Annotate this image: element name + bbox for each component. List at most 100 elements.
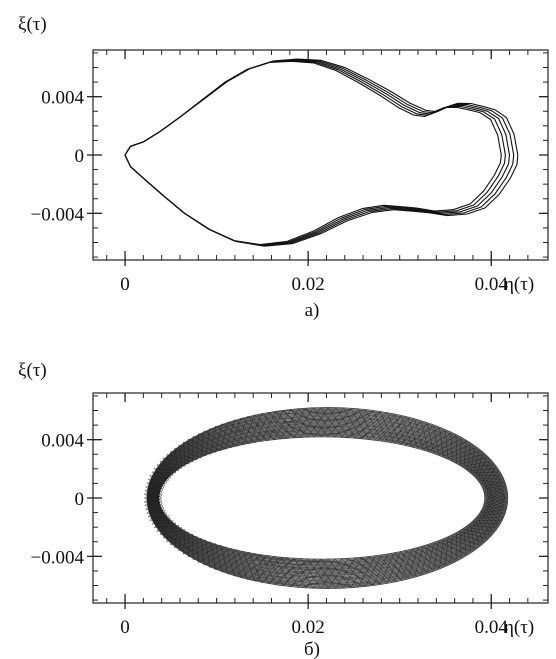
trajectory-segment [327,408,352,437]
trajectory-segment [187,543,216,558]
trajectory-segment [156,527,182,532]
trajectory-segment [254,411,270,443]
trajectory-segment [447,537,475,549]
trajectory-segment [487,495,505,506]
trajectory-segment [456,533,483,542]
trajectory-segment [298,408,322,437]
trajectory-segment [187,438,190,465]
trajectory-segment [174,447,179,471]
trajectory-segment [201,537,205,566]
trajectory-segment [170,451,177,474]
trajectory-segment [407,417,418,448]
trajectory-segment [475,520,483,542]
trajectories-a [124,58,519,247]
trajectory-segment [149,505,164,521]
panel-a: 0.004 0 −0.004 0 0.02 0.04 ξ(τ) η(τ) а) [18,14,549,321]
trajectory-segment [154,524,179,528]
trajectory-segment [478,516,502,519]
trajectory-segment [166,520,174,542]
trajectory-segment [473,522,498,525]
trajectory-ellipse [148,412,504,584]
trajectory-segment [320,407,344,437]
trajectory-line [124,59,515,247]
x-tick-label: 0.04 [475,617,509,638]
trajectory-segment [144,490,162,501]
trajectory-segment [486,492,505,503]
trajectory-segment [254,556,282,582]
trajectory-segment [368,414,395,440]
trajectories-b [144,407,509,589]
trajectory-segment [372,410,389,442]
trajectory-segment [327,559,352,588]
trajectory-segment [268,557,295,585]
trajectory-segment [220,545,229,575]
trajectory-segment [439,428,444,457]
trajectory-segment [144,487,164,495]
trajectory-segment [380,411,395,443]
trajectory-segment [473,451,480,474]
trajectory-segment [148,477,171,480]
x-axis-title-a: η(τ) [504,274,534,295]
y-axis-title-b: ξ(τ) [18,360,47,381]
trajectory-segment [433,541,439,571]
trajectory-segment [280,556,299,588]
trajectory-ellipse [150,417,500,579]
trajectory-segment [183,441,211,455]
trajectory-segment [148,516,171,519]
trajectory-segment [162,457,171,479]
trajectory-segment [314,558,337,589]
trajectory-segment [485,501,505,509]
trajectory-segment [221,423,250,444]
trajectory-segment [254,414,282,440]
trajectory-segment [146,500,162,514]
trajectory-segment [354,411,381,439]
trajectory-segment [154,468,166,486]
trajectory-segment [280,408,299,440]
x-tick-label: 0 [120,617,130,638]
trajectory-segment [156,513,168,532]
trajectory-segment [231,417,242,448]
trajectory-segment [407,548,418,579]
trajectory-segment [261,413,288,439]
trajectory-segment [159,529,186,536]
trajectory-segment [215,550,244,571]
trajectory-line [124,60,502,246]
trajectory-segment [486,475,500,491]
trajectory-segment [275,410,302,438]
trajectory-segment [487,482,503,496]
trajectory-segment [300,558,322,589]
trajectory-segment [144,490,164,499]
trajectory-segment [480,515,490,535]
trajectory-segment [178,444,206,457]
trajectory-segment [393,421,422,443]
y-tick-label: 0.004 [41,431,84,452]
trajectory-segment [485,508,498,525]
trajectory-segment [350,408,369,440]
trajectory-segment [231,548,242,579]
trajectory-segment [183,441,186,467]
trajectory-segment [144,495,162,506]
trajectory-segment [151,471,176,474]
trajectory-ellipse [146,407,509,589]
trajectory-segment [372,554,389,586]
trajectory-segment [225,546,235,577]
trajectory-segment [393,553,422,575]
trajectory-segment [414,419,424,450]
trajectory-segment [300,407,322,438]
trajectory-segment [146,512,169,516]
trajectory-segment [478,457,487,479]
trajectory-segment [473,471,498,474]
trajectory-segment [467,464,493,469]
trajectory-segment [192,544,221,561]
trajectory-segment [156,464,182,469]
trajectory-segment [478,517,487,539]
y-ticks-a: 0.004 0 −0.004 [31,88,548,225]
trajectory-segment [170,535,197,546]
trajectory-segment [290,409,315,438]
trajectory-segment [144,493,163,504]
trajectory-segment [144,501,164,509]
trajectory-segment [399,552,428,573]
trajectory-segment [380,553,395,585]
trajectory-segment [456,454,483,463]
trajectory-segment [343,407,363,439]
